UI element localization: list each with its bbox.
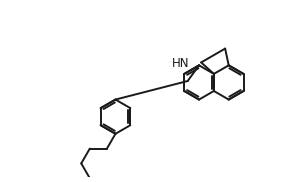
Text: HN: HN [172,57,189,70]
